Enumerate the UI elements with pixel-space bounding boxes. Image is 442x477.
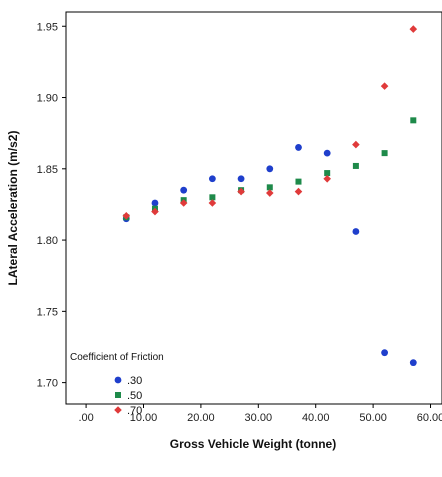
x-tick-label: 10.00 (130, 412, 158, 424)
x-tick-label: 20.00 (187, 412, 215, 424)
data-point (266, 184, 273, 191)
x-tick-label: 40.00 (302, 412, 330, 424)
data-points (122, 25, 418, 367)
x-tick-label: 60.00 (417, 412, 442, 424)
data-point (151, 199, 159, 207)
data-point (179, 199, 188, 207)
legend-marker (114, 376, 122, 384)
x-axis: .00 10.00 20.00 30.00 40.00 50.00 60.00 (78, 404, 442, 424)
data-point (180, 186, 188, 194)
x-tick-label: 30.00 (245, 412, 273, 424)
y-tick-label: 1.75 (37, 306, 58, 318)
data-point (409, 25, 418, 33)
data-point (266, 165, 274, 173)
data-point (295, 144, 302, 151)
data-point (323, 149, 331, 157)
data-point (265, 189, 274, 197)
legend-marker (115, 392, 121, 398)
data-point (324, 170, 331, 177)
data-point (381, 349, 388, 357)
legend-label: .50 (127, 390, 142, 402)
x-tick-label: .00 (78, 412, 93, 424)
y-tick-label: 1.85 (37, 164, 58, 176)
data-point (151, 207, 159, 216)
legend-label: .70 (127, 405, 142, 417)
data-point (295, 178, 302, 185)
y-tick-label: 1.90 (37, 93, 58, 105)
data-point (208, 175, 216, 183)
data-point (410, 117, 417, 124)
legend-label: .30 (127, 375, 142, 387)
data-point (237, 175, 245, 183)
legend-title: Coefficient of Friction (70, 352, 164, 363)
data-point (381, 150, 388, 157)
data-point (380, 82, 389, 90)
x-tick-label: 50.00 (359, 412, 387, 424)
plot-area (65, 11, 442, 405)
x-axis-title: Gross Vehicle Weight (tonne) (170, 437, 336, 451)
data-point (209, 194, 216, 201)
legend-marker (114, 406, 122, 414)
data-point (352, 162, 359, 169)
data-point (208, 199, 217, 207)
y-tick-label: 1.70 (37, 378, 58, 390)
data-point (237, 187, 245, 196)
data-point (122, 212, 131, 220)
y-tick-label: 1.95 (37, 21, 58, 33)
data-point (352, 140, 360, 149)
data-point (409, 359, 417, 367)
data-point (323, 174, 331, 183)
data-point (294, 187, 303, 196)
y-axis-title: LAteral Acceleration (m/s2) (6, 131, 20, 286)
legend: Coefficient of Friction .30 .50 .70 (70, 352, 164, 417)
y-tick-label: 1.80 (37, 235, 58, 247)
data-point (352, 228, 360, 235)
y-axis: 1.70 1.75 1.80 1.85 1.90 1.95 (37, 21, 66, 390)
